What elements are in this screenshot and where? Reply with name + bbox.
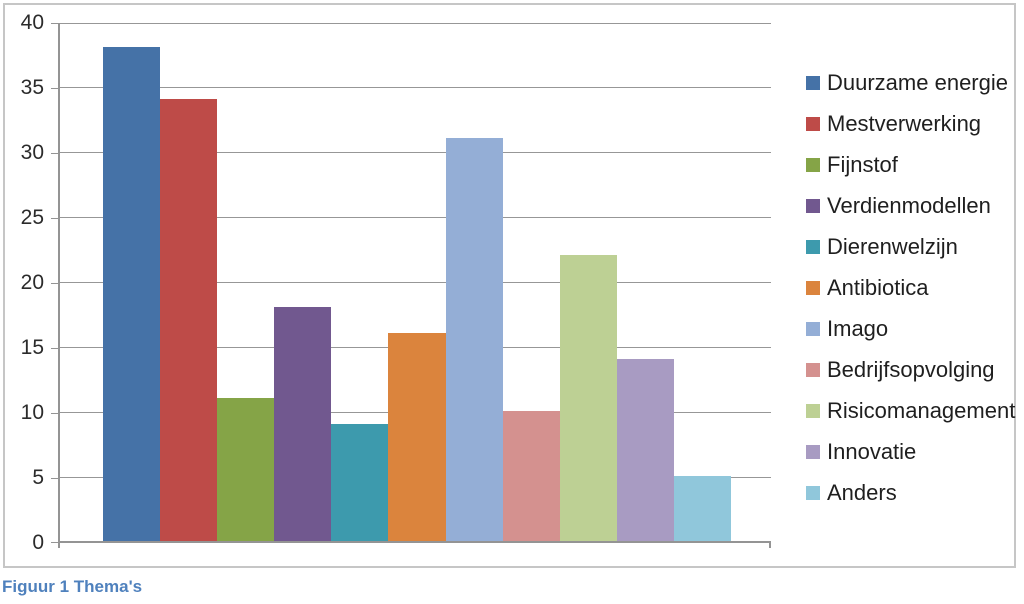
y-tick-10 bbox=[51, 413, 60, 414]
legend-swatch-dierenwelzijn bbox=[806, 239, 820, 254]
legend-swatch-imago bbox=[806, 321, 820, 336]
legend-swatch-mestverwerking bbox=[806, 116, 820, 131]
bar-anders bbox=[673, 476, 732, 541]
legend-item-bedrijfsopvolging: Bedrijfsopvolging bbox=[806, 349, 1015, 390]
legend-swatch-risicomanagement bbox=[806, 403, 820, 418]
legend-item-innovatie: Innovatie bbox=[806, 431, 1015, 472]
legend-item-antibiotica: Antibiotica bbox=[806, 267, 1015, 308]
bar-innovatie bbox=[616, 359, 674, 541]
legend-label-bedrijfsopvolging: Bedrijfsopvolging bbox=[827, 356, 995, 382]
legend-item-fijnstof: Fijnstof bbox=[806, 144, 1015, 185]
bar-bedrijfsopvolging bbox=[502, 411, 560, 541]
y-axis-label-10: 10 bbox=[20, 401, 44, 424]
legend-label-verdienmodellen: Verdienmodellen bbox=[827, 192, 991, 218]
y-axis-label-35: 35 bbox=[20, 76, 44, 99]
y-tick-5 bbox=[51, 478, 60, 479]
y-axis-label-30: 30 bbox=[20, 141, 44, 164]
bar-dierenwelzijn bbox=[331, 424, 389, 541]
legend-item-imago: Imago bbox=[806, 308, 1015, 349]
legend-label-anders: Anders bbox=[827, 479, 897, 505]
legend-swatch-innovatie bbox=[806, 444, 820, 459]
legend-swatch-anders bbox=[806, 485, 820, 500]
gridline-20 bbox=[60, 282, 771, 283]
y-axis-label-40: 40 bbox=[20, 11, 44, 34]
legend-label-dierenwelzijn: Dierenwelzijn bbox=[827, 233, 958, 259]
y-tick-0 bbox=[51, 542, 60, 543]
legend-label-mestverwerking: Mestverwerking bbox=[827, 110, 982, 136]
bar-duurzame-energie bbox=[103, 47, 161, 541]
bar-fijnstof bbox=[217, 398, 275, 541]
legend-item-duurzame-energie: Duurzame energie bbox=[806, 62, 1015, 103]
chart-frame: 0 5 10 15 20 25 30 35 40 Duurzame energie Mestver… bbox=[3, 3, 1016, 568]
legend-swatch-verdienmodellen bbox=[806, 198, 820, 213]
y-axis-label-25: 25 bbox=[20, 206, 44, 229]
x-axis-tick-left bbox=[58, 541, 60, 548]
bar-antibiotica bbox=[388, 333, 446, 541]
legend-item-mestverwerking: Mestverwerking bbox=[806, 103, 1015, 144]
gridline-25 bbox=[60, 217, 771, 218]
bar-imago bbox=[445, 138, 503, 541]
y-axis-label-0: 0 bbox=[32, 531, 44, 554]
gridline-35 bbox=[60, 87, 771, 88]
y-axis-label-15: 15 bbox=[20, 336, 44, 359]
legend-swatch-duurzame-energie bbox=[806, 75, 820, 90]
legend-label-risicomanagement: Risicomanagement bbox=[827, 397, 1016, 423]
legend-swatch-fijnstof bbox=[806, 157, 820, 172]
legend-item-risicomanagement: Risicomanagement bbox=[806, 390, 1015, 431]
y-axis-label-5: 5 bbox=[32, 466, 44, 489]
bar-mestverwerking bbox=[160, 99, 218, 541]
bar-risicomanagement bbox=[559, 255, 617, 541]
legend-label-innovatie: Innovatie bbox=[827, 438, 917, 464]
x-axis-tick-right bbox=[769, 541, 771, 548]
legend-label-duurzame-energie: Duurzame energie bbox=[827, 69, 1008, 95]
y-axis: 0 5 10 15 20 25 30 35 40 bbox=[5, 11, 49, 554]
figure-caption: Figuur 1 Thema's bbox=[2, 577, 143, 596]
plot-area bbox=[51, 23, 771, 548]
y-axis-label-20: 20 bbox=[20, 271, 44, 294]
y-tick-30 bbox=[51, 153, 60, 154]
bar-group bbox=[103, 23, 732, 541]
legend-swatch-antibiotica bbox=[806, 280, 820, 295]
gridline-30 bbox=[60, 152, 771, 153]
y-tick-20 bbox=[51, 283, 60, 284]
bar-verdienmodellen bbox=[274, 307, 332, 541]
gridline-40 bbox=[60, 23, 771, 24]
y-tick-25 bbox=[51, 218, 60, 219]
y-tick-40 bbox=[51, 23, 60, 24]
legend-item-dierenwelzijn: Dierenwelzijn bbox=[806, 226, 1015, 267]
legend-label-antibiotica: Antibiotica bbox=[827, 274, 929, 300]
y-tick-15 bbox=[51, 348, 60, 349]
legend: Duurzame energie Mestverwerking Fijnstof Ve… bbox=[806, 62, 1015, 513]
legend-swatch-bedrijfsopvolging bbox=[806, 362, 820, 377]
y-tick-35 bbox=[51, 88, 60, 89]
legend-label-fijnstof: Fijnstof bbox=[827, 151, 898, 177]
legend-item-verdienmodellen: Verdienmodellen bbox=[806, 185, 1015, 226]
legend-label-imago: Imago bbox=[827, 315, 889, 341]
legend-item-anders: Anders bbox=[806, 472, 1015, 513]
